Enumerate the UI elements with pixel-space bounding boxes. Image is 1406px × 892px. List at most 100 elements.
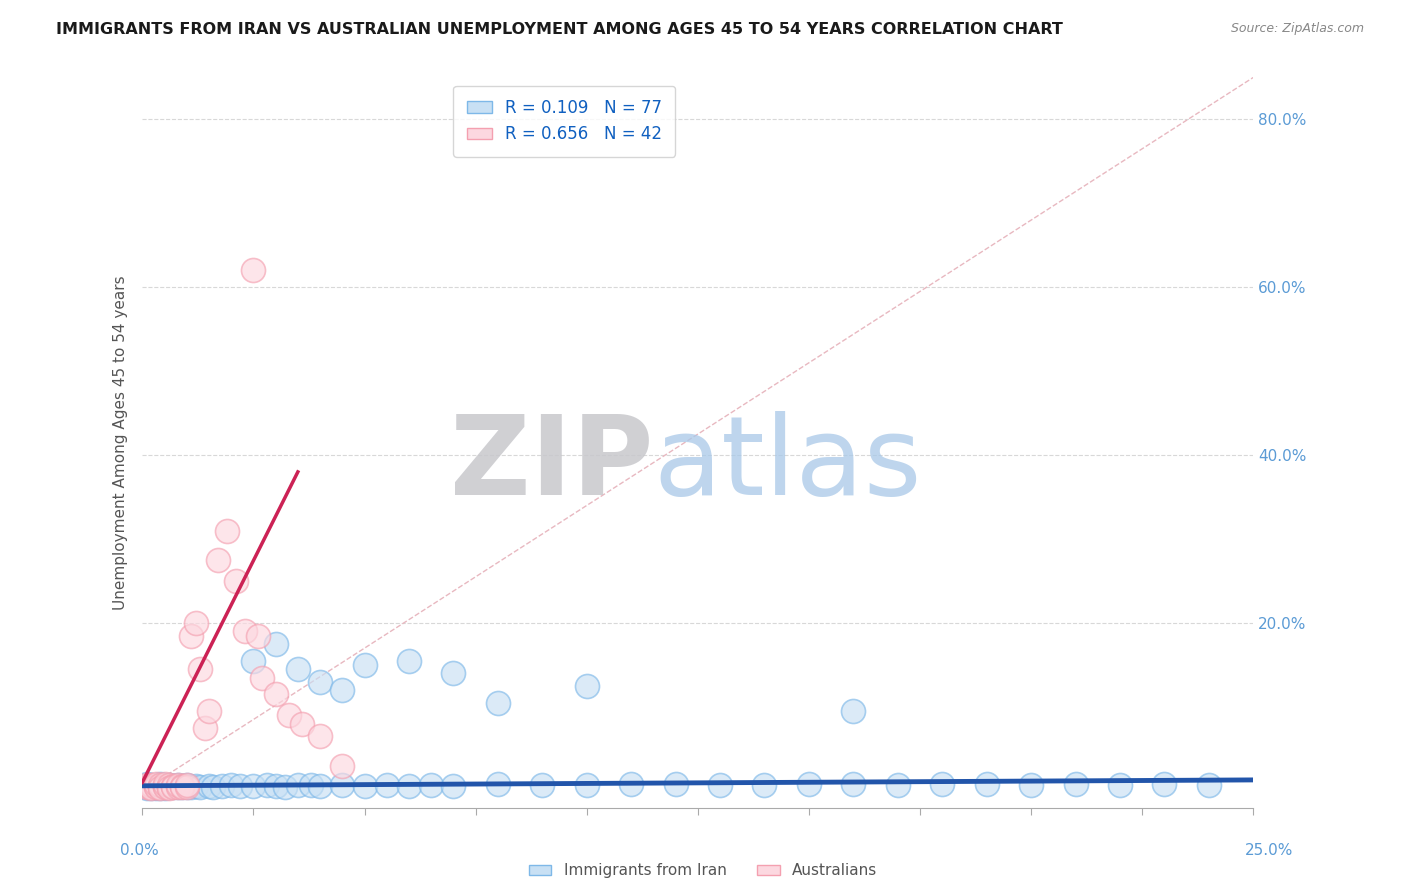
Point [486, 696, 509, 710]
Point [162, 780, 184, 795]
Point [145, 779, 167, 793]
Point [141, 781, 163, 796]
Point [153, 778, 176, 792]
Text: IMMIGRANTS FROM IRAN VS AUSTRALIAN UNEMPLOYMENT AMONG AGES 45 TO 54 YEARS CORREL: IMMIGRANTS FROM IRAN VS AUSTRALIAN UNEMP… [56, 22, 1063, 37]
Point [215, 524, 238, 538]
Point [135, 777, 157, 791]
Point [1109, 778, 1132, 792]
Point [330, 778, 353, 792]
Point [188, 662, 211, 676]
Point [264, 637, 287, 651]
Point [172, 780, 194, 795]
Point [149, 781, 172, 796]
Text: atlas: atlas [654, 411, 922, 518]
Point [575, 679, 598, 693]
Point [145, 781, 167, 796]
Text: Source: ZipAtlas.com: Source: ZipAtlas.com [1230, 22, 1364, 36]
Point [162, 779, 184, 793]
Point [145, 780, 167, 795]
Point [246, 629, 269, 643]
Point [976, 777, 998, 791]
Legend: R = 0.109   N = 77, R = 0.656   N = 42: R = 0.109 N = 77, R = 0.656 N = 42 [454, 86, 675, 157]
Point [172, 779, 194, 793]
Point [145, 777, 167, 791]
Point [167, 780, 190, 794]
Point [754, 778, 776, 792]
Point [252, 671, 274, 685]
Point [309, 674, 332, 689]
Point [242, 263, 264, 277]
Point [157, 780, 180, 794]
Y-axis label: Unemployment Among Ages 45 to 54 years: Unemployment Among Ages 45 to 54 years [114, 276, 128, 610]
Point [176, 780, 198, 794]
Point [375, 778, 398, 792]
Point [353, 657, 375, 672]
Legend: Immigrants from Iran, Australians: Immigrants from Iran, Australians [523, 857, 883, 884]
Point [398, 654, 420, 668]
Point [486, 777, 509, 791]
Point [1153, 777, 1175, 791]
Point [176, 780, 198, 794]
Point [157, 778, 180, 792]
Point [153, 780, 176, 794]
Point [167, 778, 190, 792]
Point [176, 778, 198, 792]
Point [1198, 778, 1220, 792]
Point [1064, 777, 1087, 791]
Point [441, 779, 464, 793]
Point [162, 780, 184, 795]
Point [256, 778, 278, 792]
Point [141, 778, 163, 792]
Point [141, 780, 163, 794]
Point [141, 779, 163, 793]
Text: 25.0%: 25.0% [1246, 843, 1294, 858]
Point [172, 779, 194, 793]
Point [149, 781, 172, 796]
Point [145, 780, 167, 795]
Text: 0.0%: 0.0% [120, 843, 159, 858]
Point [135, 781, 157, 796]
Point [242, 654, 264, 668]
Point [207, 553, 229, 567]
Point [193, 721, 215, 735]
Point [797, 777, 820, 791]
Point [180, 780, 202, 794]
Point [264, 779, 287, 793]
Point [211, 779, 233, 793]
Point [273, 780, 295, 794]
Text: ZIP: ZIP [450, 411, 654, 518]
Point [842, 704, 865, 718]
Point [141, 780, 163, 794]
Point [198, 779, 221, 793]
Point [157, 778, 180, 792]
Point [931, 777, 953, 791]
Point [184, 615, 207, 630]
Point [145, 778, 167, 792]
Point [299, 778, 322, 792]
Point [309, 779, 332, 793]
Point [202, 780, 225, 794]
Point [167, 780, 190, 794]
Point [141, 781, 163, 796]
Point [145, 779, 167, 793]
Point [149, 780, 172, 794]
Point [398, 779, 420, 793]
Point [620, 777, 643, 791]
Point [135, 780, 157, 794]
Point [264, 687, 287, 701]
Point [353, 779, 375, 793]
Point [842, 777, 865, 791]
Point [153, 777, 176, 791]
Point [149, 777, 172, 791]
Point [141, 778, 163, 792]
Point [172, 780, 194, 795]
Point [153, 780, 176, 795]
Point [157, 781, 180, 796]
Point [441, 666, 464, 681]
Point [176, 778, 198, 792]
Point [887, 778, 910, 792]
Point [219, 778, 242, 792]
Point [1019, 778, 1042, 792]
Point [330, 758, 353, 772]
Point [420, 778, 443, 792]
